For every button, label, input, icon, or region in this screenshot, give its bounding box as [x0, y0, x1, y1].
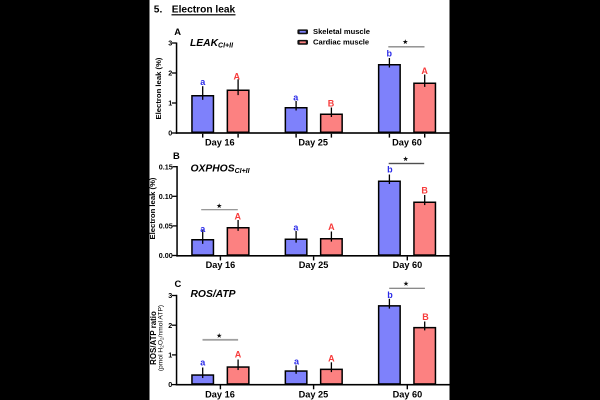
svg-text:3: 3 [168, 39, 172, 48]
svg-text:Day 25: Day 25 [299, 260, 329, 270]
svg-text:(pmol H2O2/nmol ATP): (pmol H2O2/nmol ATP) [157, 305, 164, 371]
svg-text:0.10: 0.10 [159, 192, 173, 201]
svg-text:A: A [234, 212, 241, 222]
svg-text:B: B [422, 312, 429, 322]
svg-text:0: 0 [168, 380, 172, 389]
svg-text:A: A [328, 222, 335, 232]
svg-text:B: B [328, 98, 335, 108]
svg-text:C: C [175, 278, 182, 289]
svg-text:3: 3 [168, 291, 172, 300]
svg-text:1: 1 [168, 99, 172, 108]
svg-text:a: a [200, 77, 206, 87]
svg-text:A: A [234, 72, 241, 82]
svg-text:Day 16: Day 16 [205, 138, 235, 148]
svg-text:A: A [328, 353, 335, 363]
svg-text:0: 0 [168, 129, 172, 138]
svg-text:ROS/ATP: ROS/ATP [191, 289, 236, 300]
svg-text:Electron leak (%): Electron leak (%) [148, 177, 157, 239]
svg-text:5.: 5. [154, 4, 163, 15]
svg-text:Day 16: Day 16 [206, 260, 236, 270]
svg-text:a: a [293, 223, 299, 233]
svg-text:Day 60: Day 60 [392, 138, 422, 148]
svg-text:ROS/ATP ratio: ROS/ATP ratio [149, 311, 158, 365]
svg-text:A: A [235, 349, 242, 359]
svg-text:A: A [174, 26, 181, 37]
svg-text:B: B [421, 186, 428, 196]
svg-text:a: a [293, 93, 299, 103]
svg-text:b: b [386, 48, 392, 58]
svg-text:Cardiac muscle: Cardiac muscle [313, 38, 369, 47]
svg-text:1: 1 [168, 351, 172, 360]
svg-text:Electron leak (%): Electron leak (%) [154, 57, 163, 119]
svg-text:0.00: 0.00 [159, 251, 173, 260]
svg-text:0.05: 0.05 [159, 222, 173, 231]
svg-text:Day 16: Day 16 [205, 389, 235, 399]
svg-text:b: b [387, 290, 393, 300]
svg-text:b: b [387, 164, 393, 174]
svg-text:a: a [294, 356, 300, 366]
svg-text:Day 25: Day 25 [299, 389, 329, 399]
svg-text:a: a [200, 224, 206, 234]
svg-text:a: a [200, 357, 206, 367]
svg-text:OXPHOSCI+II: OXPHOSCI+II [191, 164, 251, 176]
svg-text:2: 2 [168, 321, 172, 330]
svg-text:2: 2 [168, 69, 172, 78]
svg-text:Electron leak: Electron leak [172, 4, 236, 15]
svg-text:B: B [173, 150, 180, 161]
svg-text:Day 60: Day 60 [393, 260, 423, 270]
svg-text:0.15: 0.15 [159, 162, 173, 171]
svg-text:A: A [421, 66, 428, 76]
svg-text:Day 60: Day 60 [393, 389, 423, 399]
svg-text:LEAKCI+II: LEAKCI+II [190, 38, 234, 50]
svg-text:Skeletal muscle: Skeletal muscle [313, 27, 370, 36]
svg-text:Day 25: Day 25 [298, 138, 328, 148]
